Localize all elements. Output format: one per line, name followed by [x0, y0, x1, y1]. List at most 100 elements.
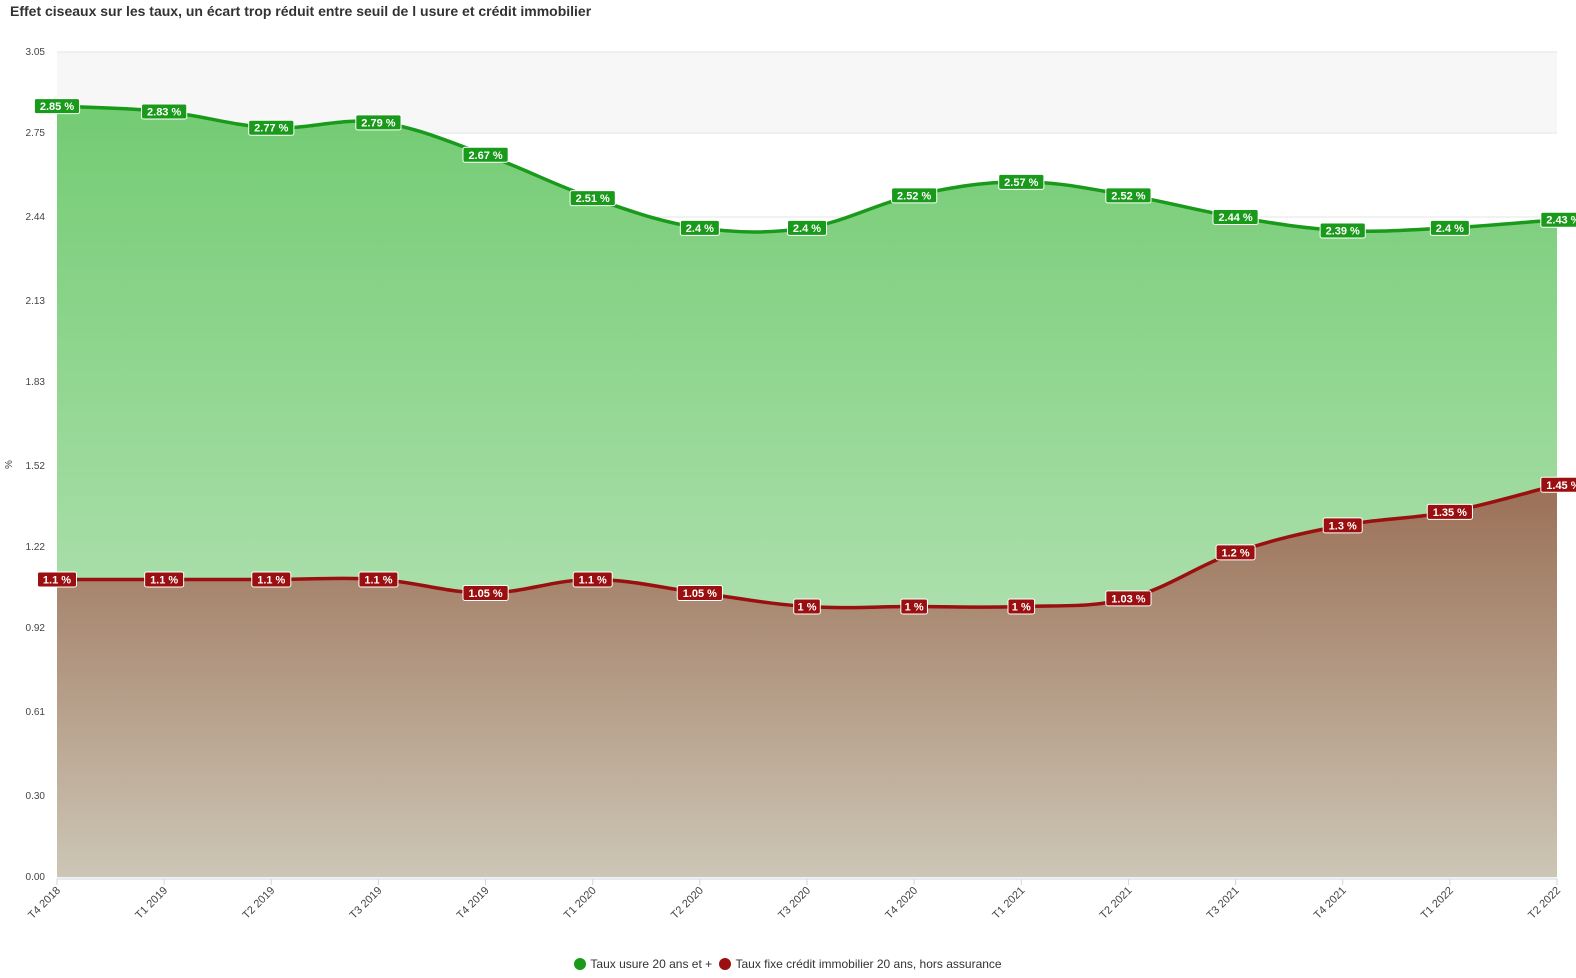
series-areas — [57, 106, 1557, 877]
series-area-credit — [57, 484, 1557, 877]
data-label-credit: 1.05 % — [462, 584, 509, 601]
data-label-box — [1105, 590, 1152, 607]
data-label-text: 1.05 % — [683, 588, 717, 600]
data-label-text: 2.52 % — [1111, 190, 1145, 202]
data-label-text: 2.44 % — [1218, 212, 1252, 224]
data-label-text: 1.1 % — [257, 574, 285, 586]
x-tick-label: T2 2021 — [1098, 885, 1135, 922]
x-tick-label: T1 2020 — [562, 885, 599, 922]
data-label-usure: 2.52 % — [891, 187, 938, 204]
data-label-text: 2.85 % — [40, 101, 74, 113]
data-label-credit: 1 % — [900, 598, 928, 615]
data-label-box — [998, 173, 1045, 190]
data-label-text: 1.1 % — [150, 574, 178, 586]
y-tick-label: 0.00 — [26, 872, 46, 883]
y-tick-label: 2.13 — [26, 296, 46, 307]
legend-label-credit: Taux fixe crédit immobilier 20 ans, hors… — [735, 957, 1002, 971]
legend-item-usure[interactable]: Taux usure 20 ans et + — [574, 957, 712, 971]
x-tick-label: T2 2022 — [1526, 885, 1563, 922]
data-labels: 2.85 % 2.83 % 2.77 % 2.79 % 2.67 % 2.51 % 2.4 … — [33, 98, 1576, 615]
data-label-text: 1.3 % — [1329, 520, 1357, 532]
data-label-text: 2.79 % — [361, 117, 395, 129]
y-tick-label: 2.44 — [26, 212, 46, 223]
data-label-text: 1.05 % — [468, 588, 502, 600]
data-label-box — [1319, 222, 1366, 239]
data-label-usure: 2.52 % — [1105, 187, 1152, 204]
legend: Taux usure 20 ans et + Taux fixe crédit … — [0, 957, 1576, 973]
legend-item-credit[interactable]: Taux fixe crédit immobilier 20 ans, hors… — [719, 957, 1002, 971]
plot-band — [57, 52, 1557, 134]
data-label-box — [355, 114, 402, 131]
legend-marker-credit — [719, 958, 732, 970]
data-label-text: 1 % — [1012, 602, 1031, 614]
data-label-box — [1105, 187, 1152, 204]
y-tick-label: 3.05 — [26, 47, 46, 58]
data-label-text: 2.39 % — [1326, 226, 1360, 238]
data-label-text: 1.1 % — [579, 574, 607, 586]
data-label-box — [144, 571, 185, 588]
data-label-credit: 1.05 % — [676, 584, 723, 601]
x-tick-label: T3 2021 — [1205, 885, 1242, 922]
legend-label-usure: Taux usure 20 ans et + — [590, 957, 713, 971]
data-label-box — [1215, 544, 1256, 561]
data-label-box — [141, 103, 188, 120]
data-label-text: 2.51 % — [576, 193, 610, 205]
data-label-usure: 2.4 % — [787, 219, 827, 236]
data-label-usure: 2.57 % — [998, 173, 1045, 190]
data-label-credit: 1 % — [1007, 598, 1036, 615]
data-label-text: 2.4 % — [1436, 223, 1464, 235]
data-label-usure: 2.85 % — [33, 98, 81, 115]
data-label-usure: 2.79 % — [355, 114, 402, 131]
y-tick-label: 0.61 — [26, 707, 46, 718]
data-label-usure: 2.51 % — [569, 190, 616, 207]
data-label-text: 2.4 % — [686, 223, 714, 235]
data-label-text: 2.4 % — [793, 223, 821, 235]
data-label-text: 2.52 % — [897, 190, 931, 202]
data-label-text: 1.1 % — [364, 574, 392, 586]
data-label-text: 1.03 % — [1111, 593, 1145, 605]
chart-title: Effet ciseaux sur les taux, un écart tro… — [10, 3, 592, 19]
data-label-usure: 2.4 % — [1429, 219, 1470, 236]
data-label-box — [462, 584, 509, 601]
data-label-box — [679, 219, 720, 236]
data-label-box — [37, 571, 77, 588]
data-label-credit: 1.35 % — [1426, 503, 1473, 520]
data-label-usure: 2.83 % — [141, 103, 188, 120]
data-label-box — [251, 571, 292, 588]
x-tick-label: T4 2020 — [883, 885, 920, 922]
data-label-box — [572, 571, 613, 588]
data-label-box — [358, 571, 399, 588]
data-label-text: 2.83 % — [147, 107, 181, 119]
data-label-credit: 1.3 % — [1322, 517, 1363, 534]
data-label-text: 2.43 % — [1546, 215, 1576, 227]
data-label-usure: 2.67 % — [462, 146, 509, 163]
data-label-box — [676, 584, 723, 601]
data-label-usure: 2.39 % — [1319, 222, 1366, 239]
data-label-credit: 1.2 % — [1215, 544, 1256, 561]
y-tick-label: 1.52 — [26, 461, 46, 472]
y-tick-label: 1.22 — [26, 542, 46, 553]
data-label-credit: 1.1 % — [358, 571, 399, 588]
data-label-credit: 1.03 % — [1105, 590, 1152, 607]
x-tick-label: T1 2019 — [133, 885, 170, 922]
data-label-text: 2.67 % — [468, 150, 502, 162]
data-label-text: 1.45 % — [1546, 480, 1576, 492]
data-label-box — [900, 598, 928, 615]
data-label-credit: 1.1 % — [37, 571, 77, 588]
data-label-text: 1 % — [798, 602, 817, 614]
x-tick-label: T4 2019 — [455, 885, 492, 922]
data-label-box — [1212, 209, 1259, 225]
data-label-text: 2.77 % — [254, 123, 288, 135]
data-label-text: 1.1 % — [43, 574, 71, 586]
data-label-box — [787, 219, 827, 236]
data-label-text: 1.35 % — [1433, 507, 1467, 519]
y-tick-label: 0.92 — [26, 623, 46, 634]
x-tick-label: T2 2020 — [669, 885, 706, 922]
y-axis-label: % — [4, 460, 15, 469]
data-label-text: 1 % — [905, 602, 924, 614]
data-label-box — [248, 119, 295, 136]
y-tick-label: 2.75 — [26, 128, 46, 139]
x-tick-label: T4 2018 — [26, 885, 63, 922]
legend-marker-usure — [574, 958, 587, 970]
